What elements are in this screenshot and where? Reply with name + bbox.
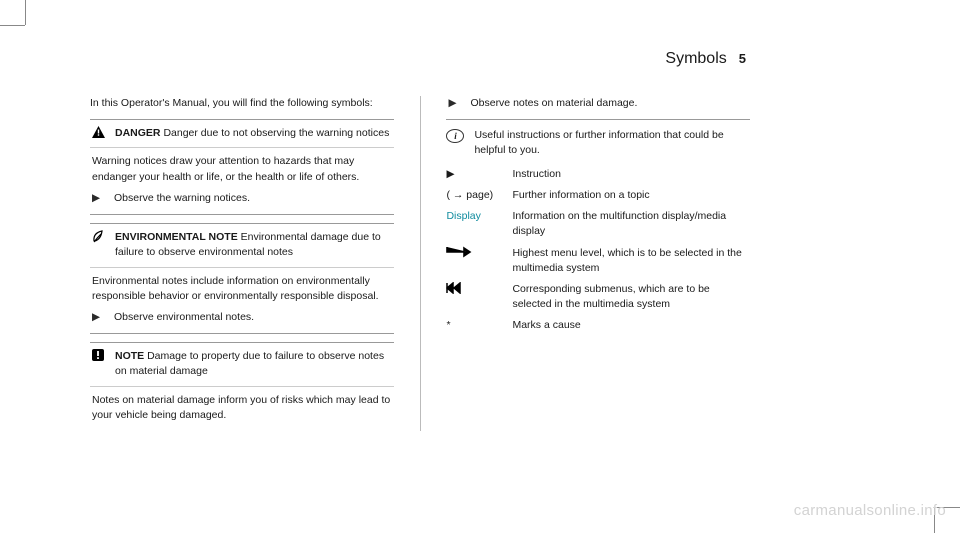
triangle-bullet-icon: ▶ xyxy=(92,191,106,206)
def-val: Instruction xyxy=(512,167,750,182)
def-row: Display Information on the multifunction… xyxy=(446,209,750,239)
note-body: Notes on material damage inform you of r… xyxy=(90,393,394,423)
def-row: * Marks a cause xyxy=(446,318,750,333)
env-bullet: ▶ Observe environmental notes. xyxy=(90,310,394,325)
page-number: 5 xyxy=(739,51,746,66)
def-row: ( → page) Further information on a topic xyxy=(446,188,750,203)
def-sym-menu-level-icon xyxy=(446,246,506,263)
danger-heading: DANGER Danger due to not observing the w… xyxy=(115,126,392,141)
warning-triangle-icon xyxy=(92,126,106,138)
def-sym-instruction: ▶ xyxy=(446,167,506,182)
def-sym-asterisk: * xyxy=(446,318,506,333)
env-bullet-text: Observe environmental notes. xyxy=(114,310,392,325)
def-row: Highest menu level, which is to be selec… xyxy=(446,246,750,276)
content-columns: In this Operator's Manual, you will find… xyxy=(90,96,750,431)
note-head-text: Damage to property due to failure to obs… xyxy=(115,350,384,377)
def-val: Corresponding submenus, which are to be … xyxy=(512,282,750,312)
info-icon: i xyxy=(446,129,464,143)
info-text: Useful instructions or further informati… xyxy=(474,128,750,158)
danger-body: Warning notices draw your attention to h… xyxy=(90,154,394,184)
danger-bullet-text: Observe the warning notices. xyxy=(114,191,392,206)
env-label: ENVIRONMENTAL NOTE xyxy=(115,231,238,243)
info-row: i Useful instructions or further informa… xyxy=(446,128,750,158)
def-sym-page: ( → page) xyxy=(446,188,506,203)
note-heading: NOTE Damage to property due to failure t… xyxy=(115,349,392,379)
def-val: Highest menu level, which is to be selec… xyxy=(512,246,750,276)
danger-head-text: Danger due to not observing the warning … xyxy=(163,127,389,139)
left-column: In this Operator's Manual, you will find… xyxy=(90,96,394,431)
crop-mark-top-left xyxy=(0,0,40,40)
leaf-icon xyxy=(92,230,106,243)
exclamation-icon xyxy=(92,349,106,361)
note-label: NOTE xyxy=(115,350,144,362)
page-content: Symbols 5 In this Operator's Manual, you… xyxy=(90,50,750,431)
def-sym-submenu-icon xyxy=(446,282,506,299)
def-row: Corresponding submenus, which are to be … xyxy=(446,282,750,312)
env-body: Environmental notes include information … xyxy=(90,274,394,304)
definition-table: ▶ Instruction ( → page) Further informat… xyxy=(446,167,750,334)
column-divider xyxy=(420,96,421,431)
watermark: carmanualsonline.info xyxy=(794,502,946,519)
env-box: ENVIRONMENTAL NOTE Environmental damage … xyxy=(90,223,394,334)
def-val: Information on the multifunction display… xyxy=(512,209,750,239)
env-heading: ENVIRONMENTAL NOTE Environmental damage … xyxy=(115,230,392,260)
danger-bullet: ▶ Observe the warning notices. xyxy=(90,191,394,206)
def-sym-display: Display xyxy=(446,209,506,224)
danger-label: DANGER xyxy=(115,127,161,139)
def-val: Further information on a topic xyxy=(512,188,750,203)
intro-text: In this Operator's Manual, you will find… xyxy=(90,96,394,111)
def-row: ▶ Instruction xyxy=(446,167,750,182)
triangle-bullet-icon: ▶ xyxy=(92,310,106,325)
note-bullet: ▶ Observe notes on material damage. xyxy=(446,96,750,111)
triangle-bullet-icon: ▶ xyxy=(448,96,462,111)
note-bullet-text: Observe notes on material damage. xyxy=(470,96,748,111)
page-header: Symbols 5 xyxy=(90,50,750,68)
def-val: Marks a cause xyxy=(512,318,750,333)
danger-box: DANGER Danger due to not observing the w… xyxy=(90,119,394,215)
header-title: Symbols xyxy=(665,50,726,68)
note-box: NOTE Damage to property due to failure t… xyxy=(90,342,394,423)
note-box-continued: ▶ Observe notes on material damage. xyxy=(446,96,750,120)
right-column: ▶ Observe notes on material damage. i Us… xyxy=(446,96,750,431)
